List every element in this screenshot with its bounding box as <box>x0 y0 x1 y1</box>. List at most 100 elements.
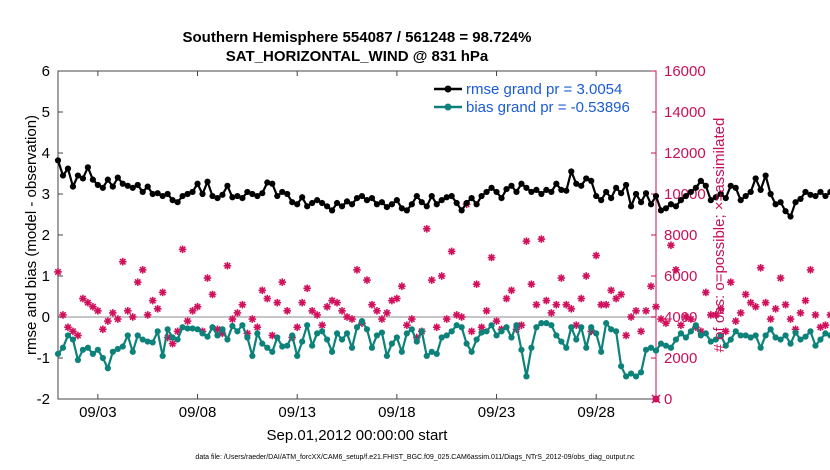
bias-point <box>667 344 675 351</box>
obs-point <box>408 315 416 323</box>
bias-point <box>792 329 799 336</box>
bias-point <box>503 324 510 331</box>
bias-point <box>627 370 635 377</box>
bias-point <box>189 325 196 332</box>
rmse-point <box>613 184 620 191</box>
rmse-point <box>54 157 62 164</box>
obs-point <box>522 237 531 245</box>
y-right-tick-label: 8000 <box>664 227 697 244</box>
obs-point <box>746 298 755 307</box>
obs-point <box>437 272 446 280</box>
y-left-tick-label: 1 <box>42 268 50 285</box>
rmse-point <box>438 197 445 204</box>
rmse-point <box>807 191 814 198</box>
obs-point <box>54 268 62 276</box>
rmse-point <box>782 208 789 215</box>
obs-point <box>427 276 436 284</box>
obs-point <box>517 321 526 329</box>
bias-point <box>727 336 734 343</box>
obs-point <box>602 300 610 309</box>
obs-point <box>99 325 107 334</box>
y-axis-left-label: rmse and bias (model - observation) <box>23 115 40 355</box>
obs-point <box>477 323 486 332</box>
obs-point <box>781 300 790 309</box>
obs-point <box>801 296 810 305</box>
bias-point <box>697 332 704 339</box>
legend-box <box>430 77 652 117</box>
obs-point <box>721 327 730 336</box>
rmse-point <box>214 195 221 202</box>
bias-point <box>324 336 331 343</box>
bias-point <box>169 334 176 341</box>
bias-point <box>284 342 291 349</box>
x-tick-label: 09/18 <box>378 404 416 421</box>
y-right-tick-label: 16000 <box>664 63 706 80</box>
rmse-point <box>827 188 830 196</box>
obs-point <box>667 241 675 250</box>
rmse-point <box>164 190 171 198</box>
legend-rmse-label: rmse grand pr = 3.0054 <box>466 81 622 98</box>
bias-point <box>707 338 714 345</box>
bias-point <box>383 352 390 360</box>
x-tick-label: 09/28 <box>577 404 615 421</box>
rmse-point <box>627 203 635 210</box>
obs-point <box>527 280 536 288</box>
bias-point <box>533 324 540 331</box>
rmse-point <box>747 188 754 196</box>
plot-area <box>57 70 657 400</box>
obs-point <box>547 309 556 317</box>
bias-point <box>702 330 709 337</box>
obs-point <box>637 327 645 336</box>
rmse-point <box>134 181 141 189</box>
bias-point <box>782 332 789 339</box>
rmse-point <box>498 195 505 202</box>
obs-point <box>183 317 192 325</box>
obs-point <box>74 331 82 340</box>
rmse-point <box>174 199 181 206</box>
bias-point <box>338 336 346 343</box>
bias-point <box>493 332 500 339</box>
obs-point <box>761 298 770 307</box>
obs-point <box>123 307 132 315</box>
bias-point <box>777 336 784 343</box>
obs-point <box>776 274 785 282</box>
rmse-point <box>84 164 91 171</box>
obs-point <box>627 313 635 321</box>
obs-final-point <box>651 394 661 404</box>
bias-point <box>249 352 256 360</box>
bias-point <box>294 352 301 360</box>
bias-point <box>672 336 680 343</box>
rmse-point <box>194 180 201 187</box>
bias-point <box>618 363 625 370</box>
rmse-point <box>403 207 410 214</box>
obs-point <box>771 305 780 313</box>
rmse-point <box>662 205 670 212</box>
bias-point <box>642 346 650 353</box>
rmse-point <box>284 190 291 198</box>
obs-point <box>457 313 466 321</box>
y-left-tick-label: 5 <box>42 104 50 121</box>
rmse-point <box>383 204 390 211</box>
bias-point <box>558 338 565 345</box>
rmse-point <box>114 174 121 181</box>
rmse-point <box>363 197 371 204</box>
bias-point <box>488 322 495 329</box>
obs-point <box>607 286 615 295</box>
bias-point <box>358 318 366 325</box>
footnote-data-file: data file: /Users/raeder/DAI/ATM_forcXX/… <box>195 454 635 461</box>
rmse-point <box>149 190 156 198</box>
rmse-point <box>473 201 480 208</box>
rmse-point <box>762 172 769 179</box>
y-left-tick-label: 4 <box>42 145 50 162</box>
rmse-point <box>787 213 794 220</box>
bias-point <box>593 330 600 337</box>
rmse-point <box>478 192 485 200</box>
rmse-point <box>179 192 186 200</box>
obs-point <box>178 245 187 254</box>
obs-point <box>278 278 287 286</box>
obs-point <box>273 298 282 307</box>
rmse-point <box>189 188 196 196</box>
bias-point <box>687 328 694 335</box>
obs-point <box>467 327 476 336</box>
rmse-point <box>154 190 161 197</box>
